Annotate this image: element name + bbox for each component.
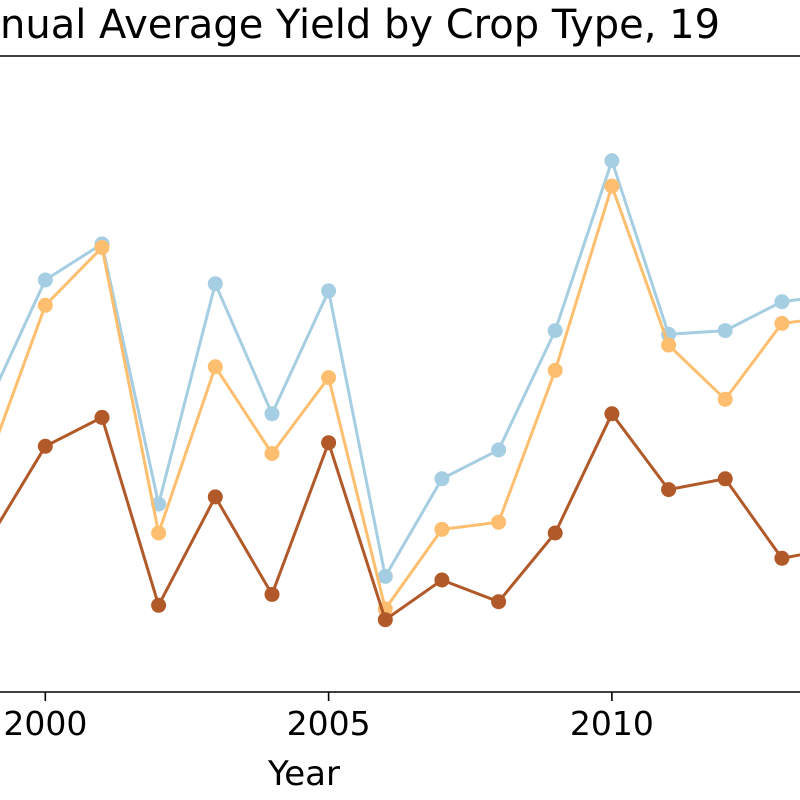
x-tick-label-2000: 2000 [3,704,87,743]
series-1 [0,153,800,584]
series-2-point-2008 [491,514,507,530]
series-1-point-2004 [264,406,280,422]
series-3-point-2012 [717,471,733,487]
series-2-point-2005 [321,370,337,386]
series-2-line [0,181,800,613]
series-3-point-2009 [547,525,563,541]
series-1-point-2008 [491,442,507,458]
series-2-point-2001 [94,240,110,255]
series-group [0,153,800,628]
series-2-point-2003 [207,359,223,375]
x-tick-label-2010: 2010 [570,704,654,743]
series-2-point-2000 [37,297,53,313]
series-3-point-2005 [321,435,337,451]
series-3-point-2011 [661,482,677,498]
series-2-point-2002 [151,525,167,541]
series-3-point-2001 [94,409,110,425]
series-2-point-2007 [434,521,450,537]
series-3-point-2013 [774,550,790,566]
series-1-point-2013 [774,294,790,310]
x-tick-label-2005: 2005 [287,704,371,743]
series-3 [0,406,800,628]
series-2-point-2012 [717,391,733,407]
series-1-point-2012 [717,323,733,339]
series-2-point-2010 [604,178,620,194]
series-1-line [0,156,800,581]
series-1-point-2009 [547,323,563,339]
series-3-point-2008 [491,594,507,610]
chart-title: nual Average Yield by Crop Type, 19 [0,2,720,48]
series-3-point-2000 [37,438,53,454]
series-3-point-2007 [434,572,450,588]
series-1-point-2005 [321,283,337,299]
x-axis-label: Year [267,754,340,794]
series-2-point-2004 [264,446,280,461]
x-axis-ticks: 2000 2005 2010 [3,692,654,743]
series-3-point-2006 [377,612,393,628]
series-2-point-2013 [774,315,790,331]
series-1-point-2003 [207,276,223,292]
series-3-line [0,410,800,623]
series-2 [0,178,800,617]
series-3-point-2003 [207,489,223,505]
series-2-point-2009 [547,362,563,378]
series-3-point-2010 [604,406,620,422]
series-2-point-2011 [661,337,677,353]
series-3-point-2002 [151,597,167,613]
series-3-point-2004 [264,586,280,602]
series-1-point-2000 [37,272,53,288]
series-1-point-2006 [377,568,393,584]
series-1-point-2010 [604,153,620,169]
series-1-point-2007 [434,471,450,487]
